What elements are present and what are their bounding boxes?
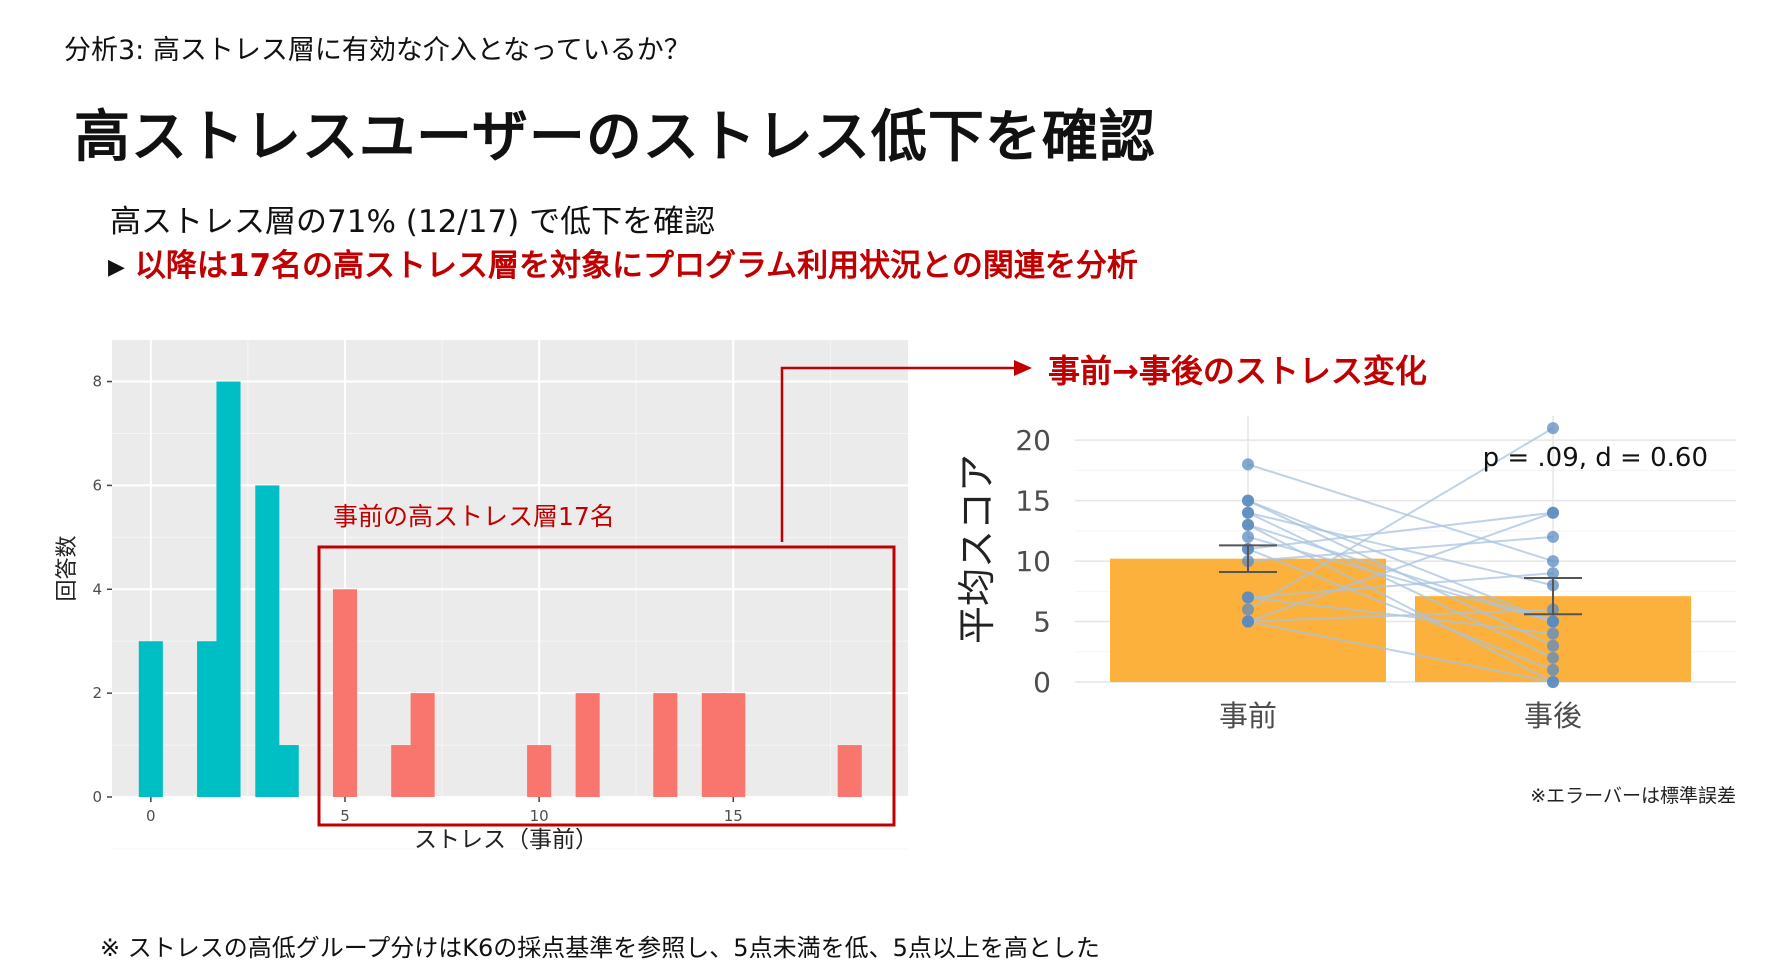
- post-point: [1547, 663, 1559, 676]
- paired-line: [1247, 511, 1554, 550]
- post-point: [1547, 555, 1559, 568]
- y-axis-title: 回答数: [55, 535, 80, 601]
- histogram-bar-high: [653, 693, 678, 797]
- paired-line: [1247, 463, 1554, 563]
- y-tick-label: 6: [92, 476, 102, 494]
- post-point: [1547, 627, 1559, 640]
- histogram-bar-high: [410, 693, 435, 797]
- paired-line: [1247, 511, 1554, 623]
- connector-line: [780, 366, 1015, 542]
- y-axis-title: 平均スコア: [955, 454, 999, 644]
- y-tick-label: 10: [1015, 545, 1051, 578]
- histogram-bar-high: [721, 693, 746, 797]
- y-tick-label: 2: [92, 684, 102, 702]
- histogram-bar-high: [575, 693, 600, 797]
- x-tick-label: 0: [146, 807, 156, 825]
- error-bar: [1219, 544, 1277, 573]
- paired-line: [1247, 427, 1554, 611]
- pre-point: [1242, 506, 1254, 519]
- footnote: ※ ストレスの高低グループ分けはK6の採点基準を参照し、5点未満を低、5点以上を…: [100, 934, 1100, 962]
- post-point: [1547, 506, 1559, 519]
- y-tick-label: 20: [1015, 424, 1051, 457]
- error-bar-note: ※エラーバーは標準誤差: [1530, 785, 1736, 807]
- y-tick-label: 4: [92, 580, 102, 598]
- x-category-label: 事後: [1524, 699, 1582, 733]
- histogram-bar-high: [332, 589, 358, 797]
- x-tick-label: 15: [724, 807, 743, 825]
- histogram-panel: [112, 340, 908, 797]
- change-chart-title: 事前→事後のストレス変化: [1048, 352, 1427, 390]
- paired-line: [1247, 499, 1554, 623]
- y-tick-label: 8: [92, 373, 102, 391]
- y-tick-label: 0: [1033, 666, 1051, 699]
- triangle-bullet-icon: ▶: [108, 255, 125, 280]
- paired-line: [1247, 523, 1554, 623]
- paired-line: [1247, 620, 1554, 683]
- pre-point: [1242, 458, 1254, 471]
- histogram-bar-low: [274, 745, 299, 797]
- post-point: [1547, 651, 1559, 664]
- paired-line: [1247, 548, 1554, 671]
- paired-line: [1247, 535, 1554, 623]
- x-category-label: 事前: [1219, 699, 1277, 733]
- x-tick-label: 5: [340, 807, 350, 825]
- x-axis-title: ストレス（事前）: [414, 827, 598, 853]
- y-tick-label: 5: [1033, 606, 1051, 639]
- page-title: 高ストレスユーザーのストレス低下を確認: [74, 105, 1156, 170]
- histogram-bar-high: [527, 745, 552, 797]
- pre-point: [1242, 530, 1254, 543]
- followup-line: ▶ 以降は17名の高ストレス層を対象にプログラム利用状況との関連を分析: [108, 240, 1138, 285]
- pre-point: [1242, 603, 1254, 616]
- summary-line: 高ストレス層の71% (12/17) で低下を確認: [110, 204, 716, 240]
- y-tick-label: 15: [1015, 485, 1051, 518]
- post-point: [1547, 676, 1559, 688]
- post-point: [1547, 639, 1559, 652]
- x-tick-label: 10: [530, 807, 549, 825]
- post-point: [1547, 422, 1559, 435]
- paired-change-chart: 0 5 10 15 20 事前 事後 平均スコア p = .09, d = 0.60 ※エラーバー…: [955, 416, 1736, 807]
- paired-line: [1247, 572, 1554, 599]
- connector-arrowhead: [1014, 360, 1032, 376]
- high-stress-annotation: 事前の高ストレス層17名: [333, 502, 615, 531]
- post-point: [1547, 530, 1559, 543]
- histogram-chart: 0 2 4 6 8 0 5 10 15 ストレス（事前） 回答数 事前の高ストレス層17名: [55, 340, 908, 853]
- error-bar: [1524, 577, 1582, 616]
- post-point: [1547, 615, 1559, 628]
- post-point: [1547, 567, 1559, 580]
- y-tick-label: 0: [92, 788, 102, 806]
- paired-line: [1247, 535, 1554, 563]
- callout-connector: [780, 360, 1032, 542]
- histogram-bar-low: [138, 641, 163, 797]
- pre-point: [1242, 494, 1254, 507]
- pre-point: [1242, 518, 1254, 531]
- analysis-subtitle: 分析3: 高ストレス層に有効な介入となっているか？: [64, 35, 691, 66]
- pre-point: [1242, 591, 1254, 604]
- paired-line: [1247, 608, 1554, 623]
- high-stress-highlight-box: [317, 545, 896, 827]
- followup-text: 以降は17名の高ストレス層を対象にプログラム利用状況との関連を分析: [134, 248, 1138, 284]
- stat-label: p = .09, d = 0.60: [1483, 443, 1708, 473]
- pre-point: [1242, 615, 1254, 628]
- histogram-bar-low: [216, 381, 241, 797]
- histogram-bar-high: [837, 745, 862, 797]
